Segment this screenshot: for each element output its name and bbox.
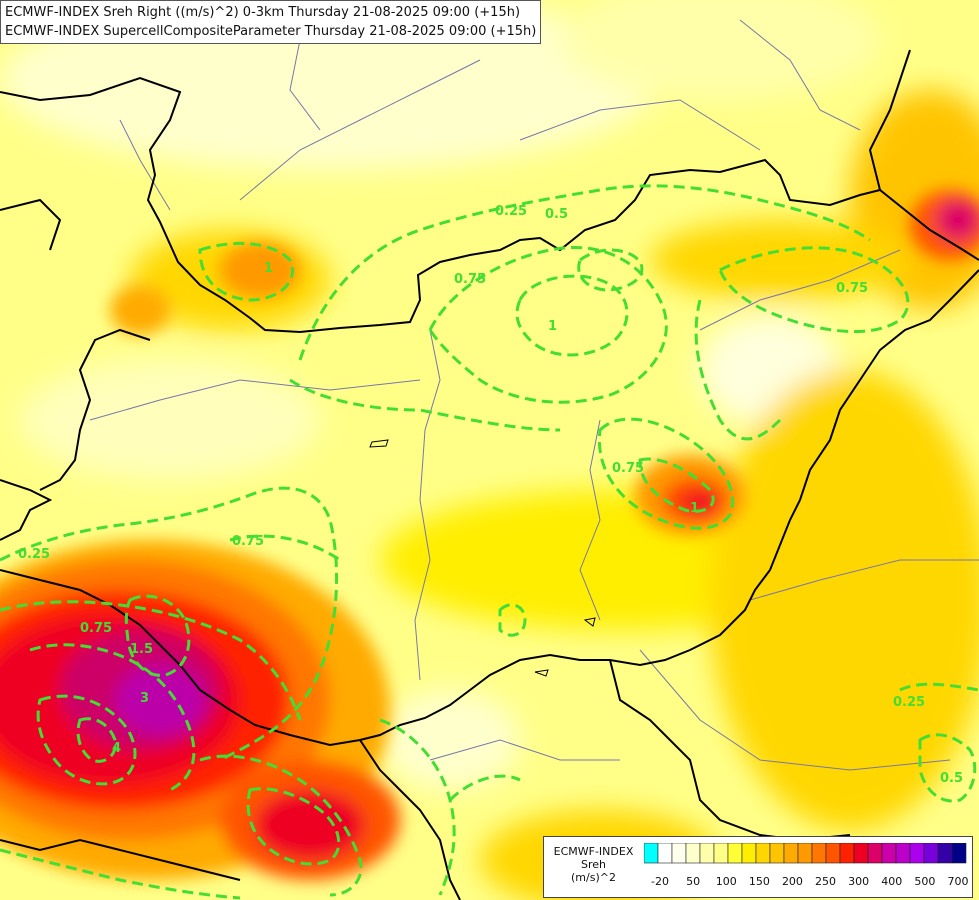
title-line-scp: ECMWF-INDEX SupercellCompositeParameter … (5, 24, 537, 39)
contour-label: 0.75 (232, 534, 264, 549)
legend-swatch (923, 843, 939, 864)
legend-swatch (769, 843, 785, 864)
legend-swatch (951, 843, 967, 864)
legend-tick-label: 100 (716, 875, 737, 888)
legend-swatch (644, 843, 659, 864)
contour-label: 0.5 (940, 771, 963, 786)
legend-swatch (895, 843, 911, 864)
legend-swatch (937, 843, 953, 864)
legend-unit: (m/s)^2 (571, 871, 616, 884)
map-title: ECMWF-INDEX Sreh Right ((m/s)^2) 0-3km T… (0, 0, 542, 44)
legend-swatch (699, 843, 715, 864)
legend-tick-label: 700 (948, 875, 969, 888)
contour-label: 0.75 (80, 621, 112, 636)
contour-label: 1 (548, 319, 557, 334)
legend-swatch (657, 843, 673, 864)
legend-swatch (881, 843, 897, 864)
legend-swatch (741, 843, 757, 864)
contour-label: 0.75 (836, 281, 868, 296)
contour-label: 1 (690, 501, 699, 516)
legend-swatch (755, 843, 771, 864)
legend-tick-label: 400 (881, 875, 902, 888)
contour-label: 1.5 (130, 642, 153, 657)
legend-tick-label: -20 (651, 875, 669, 888)
legend-title: ECMWF-INDEX Sreh (m/s)^2 (546, 845, 641, 884)
legend-tick-label: 250 (815, 875, 836, 888)
legend-swatch (811, 843, 827, 864)
legend-swatch (671, 843, 687, 864)
legend-tick-label: 150 (749, 875, 770, 888)
region-boundaries (89, 0, 979, 771)
contour-label: 0.5 (545, 207, 568, 222)
legend-colorbar: -20 50 100 150 200 250 300 400 500 700 (644, 843, 969, 888)
legend-variable: Sreh (580, 858, 606, 871)
contour-label: 0.25 (893, 695, 925, 710)
legend-swatch (685, 843, 701, 864)
legend-source: ECMWF-INDEX (553, 845, 634, 858)
contour-label: 0.25 (18, 547, 50, 562)
contour-label: 0.25 (495, 204, 527, 219)
contour-label: 4 (112, 741, 121, 756)
contour-label: 0.75 (612, 461, 644, 476)
color-legend: ECMWF-INDEX Sreh (m/s)^2 -20 50 100 150 200 2… (543, 836, 973, 898)
legend-swatch (713, 843, 729, 864)
legend-swatch (909, 843, 925, 864)
lakes (369, 439, 596, 677)
legend-swatch (853, 843, 869, 864)
legend-tick-label: 300 (848, 875, 869, 888)
legend-swatch (825, 843, 841, 864)
legend-swatch (727, 843, 743, 864)
legend-tick-label: 500 (914, 875, 935, 888)
legend-tick-label: 200 (782, 875, 803, 888)
legend-swatch (867, 843, 883, 864)
scp-contours (0, 184, 979, 900)
contour-labels: 0.25 0.5 0.75 1 0.75 1 0.75 1 0.25 0.75 … (18, 204, 963, 786)
title-line-sreh: ECMWF-INDEX Sreh Right ((m/s)^2) 0-3km T… (5, 5, 521, 20)
contour-label: 1 (264, 261, 273, 276)
legend-swatch (839, 843, 855, 864)
legend-swatch (797, 843, 813, 864)
contour-label: 0.75 (454, 272, 486, 287)
legend-swatch (783, 843, 799, 864)
contour-label: 3 (140, 691, 149, 706)
legend-tick-label: 50 (686, 875, 700, 888)
